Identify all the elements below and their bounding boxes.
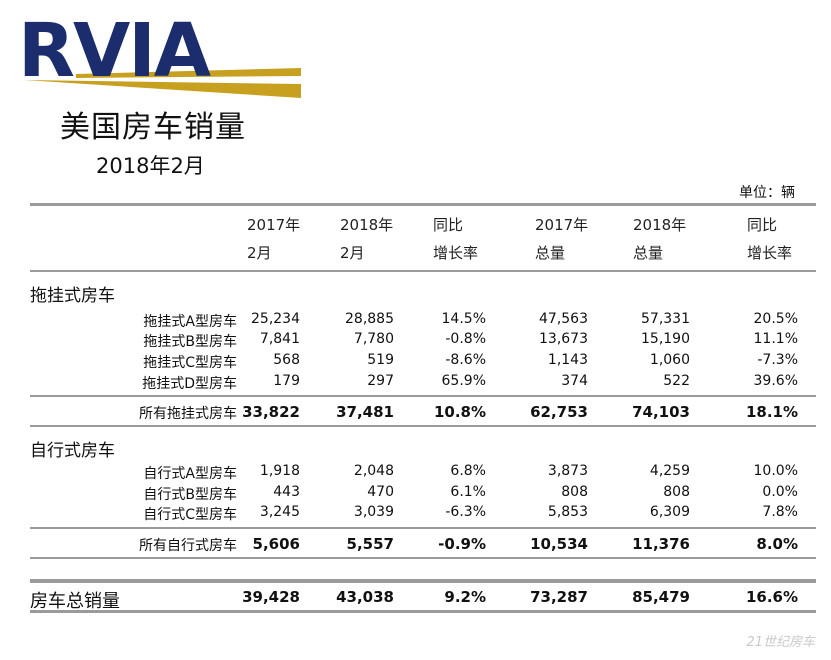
motorized-row-1-value-4: 3,873 xyxy=(547,463,588,479)
grand-total-value-6: 16.6% xyxy=(745,588,798,606)
towable-subtotal-bottom-rule xyxy=(30,425,816,427)
motorized-subtotal-value-2: 5,557 xyxy=(346,535,394,553)
towable-row-4-value-2: 297 xyxy=(367,373,394,389)
towable-row-1-value-6: 20.5% xyxy=(753,311,798,327)
towable-subtotal-value-3: 10.8% xyxy=(433,403,486,421)
header-col-5-line-1: 2018年 xyxy=(633,216,687,234)
towable-row-1-label: 拖挂式A型房车 xyxy=(143,314,237,330)
motorized-row-2-value-2: 470 xyxy=(367,484,394,500)
motorized-row-3-value-6: 7.8% xyxy=(762,504,798,520)
grand-total-value-2: 43,038 xyxy=(336,588,394,606)
header-col-6-line-2: 增长率 xyxy=(747,244,793,262)
motorized-row-1-value-3: 6.8% xyxy=(450,463,486,479)
towable-row-4-value-6: 39.6% xyxy=(753,373,798,389)
motorized-row-2-value-1: 443 xyxy=(273,484,300,500)
towable-row-2-value-1: 7,841 xyxy=(259,331,300,347)
towable-row-1-value-3: 14.5% xyxy=(441,311,486,327)
towable-row-4-value-1: 179 xyxy=(273,373,300,389)
motorized-subtotal-value-1: 5,606 xyxy=(252,535,300,553)
towable-subtotal-value-1: 33,822 xyxy=(242,403,300,421)
total-top-rule xyxy=(30,579,816,583)
motorized-row-1-value-5: 4,259 xyxy=(649,463,690,479)
motorized-row-1-value-2: 2,048 xyxy=(353,463,394,479)
towable-row-3-value-4: 1,143 xyxy=(547,352,588,368)
towable-row-3-value-1: 568 xyxy=(273,352,300,368)
header-col-2-line-2: 2月 xyxy=(340,244,365,262)
motorized-section-label: 自行式房车 xyxy=(30,441,115,461)
motorized-subtotal-value-6: 8.0% xyxy=(756,535,798,553)
motorized-subtotal-top-rule xyxy=(30,527,816,529)
motorized-subtotal-value-4: 10,534 xyxy=(530,535,588,553)
header-col-6-line-1: 同比 xyxy=(747,216,778,234)
motorized-row-3-value-2: 3,039 xyxy=(353,504,394,520)
towable-row-1-value-1: 25,234 xyxy=(251,311,300,327)
grand-total-value-3: 9.2% xyxy=(444,588,486,606)
towable-row-2-label: 拖挂式B型房车 xyxy=(143,334,237,350)
header-col-3-line-1: 同比 xyxy=(433,216,464,234)
towable-row-2-value-6: 11.1% xyxy=(753,331,798,347)
page-subtitle: 2018年2月 xyxy=(96,154,205,178)
towable-row-1-value-2: 28,885 xyxy=(345,311,394,327)
rvia-logo: RVIA xyxy=(18,10,301,98)
towable-row-3-label: 拖挂式C型房车 xyxy=(143,355,237,371)
towable-row-3-value-3: -8.6% xyxy=(445,352,486,368)
towable-row-2-value-4: 13,673 xyxy=(539,331,588,347)
motorized-subtotal-value-3: -0.9% xyxy=(438,535,486,553)
header-rule xyxy=(30,270,816,272)
towable-row-2-value-5: 15,190 xyxy=(641,331,690,347)
towable-row-3-value-6: -7.3% xyxy=(757,352,798,368)
motorized-subtotal-value-5: 11,376 xyxy=(632,535,690,553)
motorized-row-2-value-3: 6.1% xyxy=(450,484,486,500)
towable-row-2-value-3: -0.8% xyxy=(445,331,486,347)
towable-row-4-label: 拖挂式D型房车 xyxy=(142,376,237,392)
header-col-3-line-2: 增长率 xyxy=(433,244,479,262)
grand-total-label: 房车总销量 xyxy=(30,591,120,612)
motorized-row-1-value-6: 10.0% xyxy=(753,463,798,479)
logo-text: RVIA xyxy=(18,10,211,94)
motorized-row-1-value-1: 1,918 xyxy=(259,463,300,479)
header-col-1-line-1: 2017年 xyxy=(247,216,301,234)
page-title: 美国房车销量 xyxy=(60,110,246,145)
towable-subtotal-value-5: 74,103 xyxy=(632,403,690,421)
header-col-4-line-1: 2017年 xyxy=(535,216,589,234)
towable-row-3-value-5: 1,060 xyxy=(649,352,690,368)
motorized-subtotal-label: 所有自行式房车 xyxy=(139,538,237,554)
towable-row-4-value-4: 374 xyxy=(561,373,588,389)
grand-total-value-4: 73,287 xyxy=(530,588,588,606)
watermark: 21世纪房车 xyxy=(746,635,815,650)
header-col-4-line-2: 总量 xyxy=(535,244,566,262)
towable-row-4-value-3: 65.9% xyxy=(441,373,486,389)
motorized-row-3-value-4: 5,853 xyxy=(547,504,588,520)
motorized-subtotal-bottom-rule xyxy=(30,557,816,559)
unit-label: 单位：辆 xyxy=(739,185,795,201)
total-bottom-rule xyxy=(30,610,816,613)
towable-row-1-value-4: 47,563 xyxy=(539,311,588,327)
motorized-row-1-label: 自行式A型房车 xyxy=(143,466,237,482)
towable-row-3-value-2: 519 xyxy=(367,352,394,368)
towable-row-1-value-5: 57,331 xyxy=(641,311,690,327)
motorized-row-3-value-3: -6.3% xyxy=(445,504,486,520)
towable-subtotal-value-6: 18.1% xyxy=(745,403,798,421)
towable-row-4-value-5: 522 xyxy=(663,373,690,389)
towable-subtotal-value-2: 37,481 xyxy=(336,403,394,421)
header-col-5-line-2: 总量 xyxy=(633,244,664,262)
towable-subtotal-top-rule xyxy=(30,395,816,397)
top-rule xyxy=(30,203,816,206)
motorized-row-2-value-5: 808 xyxy=(663,484,690,500)
motorized-row-2-label: 自行式B型房车 xyxy=(143,487,237,503)
motorized-row-3-value-1: 3,245 xyxy=(259,504,300,520)
towable-subtotal-label: 所有拖挂式房车 xyxy=(139,406,237,422)
header-col-2-line-1: 2018年 xyxy=(340,216,394,234)
grand-total-value-1: 39,428 xyxy=(242,588,300,606)
grand-total-value-5: 85,479 xyxy=(632,588,690,606)
towable-section-label: 拖挂式房车 xyxy=(30,286,115,306)
header-col-1-line-2: 2月 xyxy=(247,244,272,262)
towable-subtotal-value-4: 62,753 xyxy=(530,403,588,421)
motorized-row-3-value-5: 6,309 xyxy=(649,504,690,520)
towable-row-2-value-2: 7,780 xyxy=(353,331,394,347)
motorized-row-2-value-4: 808 xyxy=(561,484,588,500)
motorized-row-2-value-6: 0.0% xyxy=(762,484,798,500)
motorized-row-3-label: 自行式C型房车 xyxy=(143,507,237,523)
